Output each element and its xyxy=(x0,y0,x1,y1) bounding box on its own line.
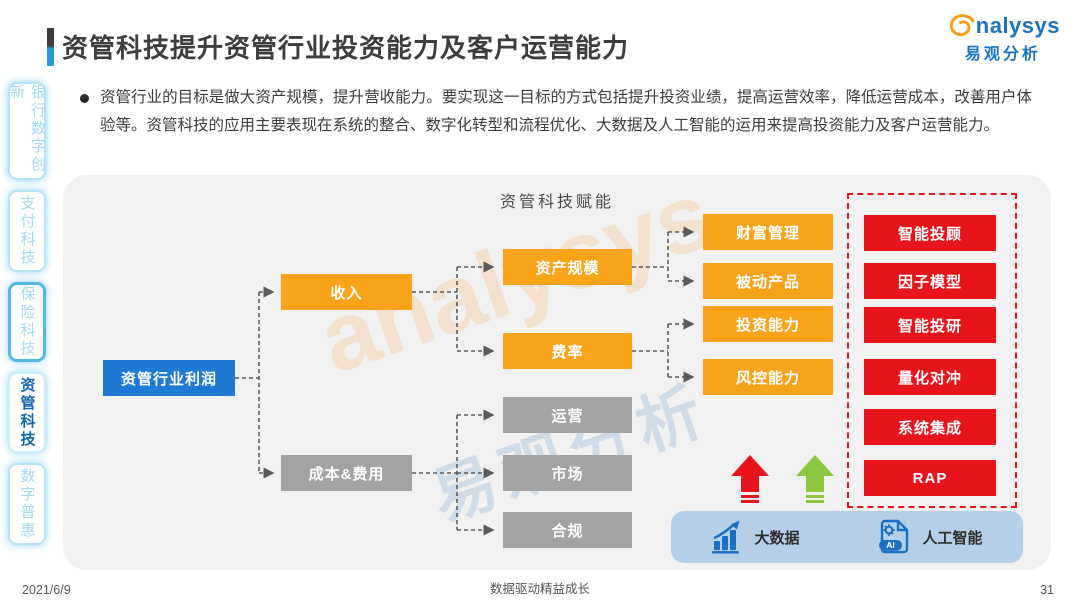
ai-document-icon: AI xyxy=(878,519,908,554)
sidebar-tab-payment-tech[interactable]: 支付科技 xyxy=(8,190,46,272)
tab-label: 数字普惠 xyxy=(18,468,36,540)
tech-box-smart-research: 智能投研 xyxy=(864,307,996,343)
node-risk-control: 风控能力 xyxy=(703,359,833,395)
sidebar-tab-asset-management-tech[interactable]: 资管科技 xyxy=(8,372,46,453)
intro-block: 资管行业的目标是做大资产规模，提升营收能力。要实现这一目标的方式包括提升投资业绩… xyxy=(80,84,1032,140)
tech-box-rap: RAP xyxy=(864,460,996,496)
footer-date: 2021/6/9 xyxy=(22,583,71,597)
foundation-bigdata: 大数据 xyxy=(711,520,800,554)
node-market: 市场 xyxy=(503,455,632,491)
diagram-panel: analysys 易观分析 资管科技赋能 资管行业利润 收入 成本&费用 资产规… xyxy=(63,161,1051,570)
bullet-icon xyxy=(80,94,89,103)
node-cost-expense: 成本&费用 xyxy=(281,455,412,491)
tab-label: 银行数字创新 xyxy=(8,84,46,174)
ai-badge-text: AI xyxy=(886,540,895,550)
node-fee-rate: 费率 xyxy=(503,333,632,369)
tech-box-smart-advisor: 智能投顾 xyxy=(864,215,996,251)
tech-box-system-integration: 系统集成 xyxy=(864,409,996,445)
up-arrow-red-icon xyxy=(731,455,769,503)
page-title: 资管科技提升资管行业投资能力及客户运营能力 xyxy=(62,33,630,63)
logo-brand-cn: 易观分析 xyxy=(964,46,1041,63)
node-wealth-management: 财富管理 xyxy=(703,214,833,250)
footer-page-number: 31 xyxy=(1040,583,1054,597)
footer-slogan: 数据驱动精益成长 xyxy=(489,582,590,596)
bar-chart-icon xyxy=(712,520,740,554)
tab-label: 支付科技 xyxy=(18,195,36,267)
title-accent-bar xyxy=(47,28,54,66)
node-asset-scale: 资产规模 xyxy=(503,249,632,285)
sidebar-tab-insurance-tech[interactable]: 保险科技 xyxy=(8,282,46,362)
sidebar-tab-digital-inclusion[interactable]: 数字普惠 xyxy=(8,463,46,545)
tech-box-quant-hedging: 量化对冲 xyxy=(864,359,996,395)
logo-swirl-icon xyxy=(949,14,975,37)
logo-brand-text: nalysys xyxy=(975,12,1060,38)
foundation-label: 人工智能 xyxy=(922,529,983,547)
foundation-label: 大数据 xyxy=(754,529,800,547)
tech-box-factor-model: 因子模型 xyxy=(864,263,996,299)
tech-stack-frame xyxy=(847,193,1017,508)
foundation-bar: 大数据 AI 人工智能 xyxy=(671,511,1023,563)
node-revenue: 收入 xyxy=(281,274,412,310)
tab-label: 保险科技 xyxy=(18,286,36,358)
diagram-title: 资管科技赋能 xyxy=(499,194,614,211)
foundation-ai: AI 人工智能 xyxy=(874,518,983,556)
tab-label: 资管科技 xyxy=(18,376,36,449)
node-compliance: 合规 xyxy=(503,512,632,548)
analysys-logo: nalysys 易观分析 xyxy=(946,12,1060,64)
up-arrow-green-icon xyxy=(796,455,834,503)
connector-lines xyxy=(235,226,695,536)
node-investment-capability: 投资能力 xyxy=(703,306,833,342)
sidebar-tab-banking-digital-innovation[interactable]: 银行数字创新 xyxy=(8,82,46,180)
node-operation: 运营 xyxy=(503,397,632,433)
intro-text: 资管行业的目标是做大资产规模，提升营收能力。要实现这一目标的方式包括提升投资业绩… xyxy=(100,89,1032,134)
node-passive-product: 被动产品 xyxy=(703,263,833,299)
node-industry-profit: 资管行业利润 xyxy=(103,360,235,396)
